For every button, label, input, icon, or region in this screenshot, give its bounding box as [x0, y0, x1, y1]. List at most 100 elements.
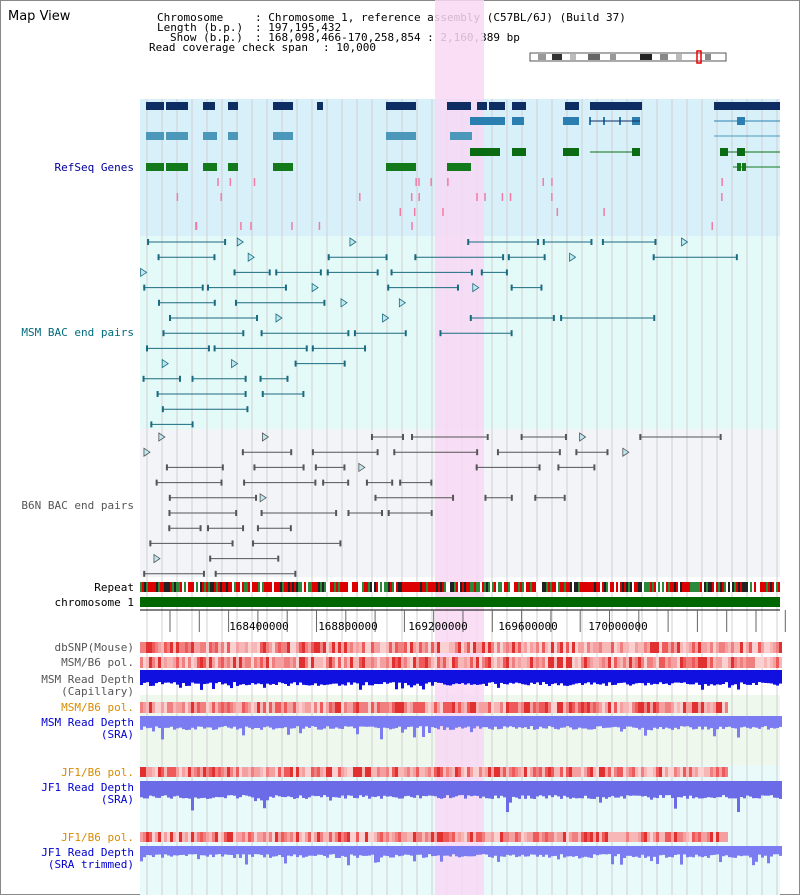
dbsnp-track-bin [518, 642, 521, 653]
dbsnp-track-bin [599, 642, 602, 653]
msm-depth-sra-bar [284, 716, 287, 728]
msm-b6-pol-track-bin [593, 657, 596, 668]
jf1-b6-pol-2-track-bin [557, 832, 560, 842]
msm-b6-pol-sra-track-bin [656, 702, 659, 713]
jf1-b6-pol-track-bin [323, 767, 326, 777]
msm-b6-pol-track-bin [512, 657, 515, 668]
repeat-element [274, 582, 276, 592]
jf1-depth-trimmed-bar [464, 846, 467, 857]
repeat-element [712, 582, 714, 592]
msm-depth-sra-bar [491, 716, 494, 730]
b6n-bac-end-pairs-end [558, 449, 561, 456]
jf1-depth-sra-bar [485, 781, 488, 799]
jf1-depth-sra-bar [269, 781, 272, 797]
track-label-jf1-b6-pol-2[interactable]: JF1/B6 pol. [61, 831, 134, 844]
jf1-b6-pol-2-track-bin [248, 832, 251, 842]
jf1-depth-sra-bar [293, 781, 296, 799]
jf1-b6-pol-2-track-bin [722, 832, 725, 842]
track-label-msm-b6-pol[interactable]: MSM/B6 pol. [61, 656, 134, 669]
track-label-msm-depth-cap[interactable]: MSM Read Depth [41, 673, 134, 686]
jf1-b6-pol-2-track-bin [692, 832, 695, 842]
jf1-b6-pol-track-bin [560, 767, 563, 777]
msm-b6-pol-sra-track-bin [299, 702, 302, 713]
dbsnp-track-bin [437, 642, 440, 653]
msm-depth-sra-bar [761, 716, 764, 728]
repeat-element [412, 582, 414, 592]
repeat-element [758, 582, 760, 592]
dbsnp-track-bin [656, 642, 659, 653]
track-label-refseq[interactable]: RefSeq Genes [54, 161, 134, 174]
track-label-msm-b6-pol-sra[interactable]: MSM/B6 pol. [61, 701, 134, 714]
msm-depth-sra-bar [257, 716, 260, 728]
msm-b6-pol-track-bin [437, 657, 440, 668]
dbsnp-track-bin [584, 642, 587, 653]
jf1-b6-pol-2-track-bin [392, 832, 395, 842]
msm-depth-sra-bar [473, 716, 476, 729]
msm-depth-capillary-bar [350, 670, 353, 685]
jf1-depth-sra-bar [362, 781, 365, 797]
msm-b6-pol-track-bin [425, 657, 428, 668]
track-label-chromosome[interactable]: chromosome 1 [54, 596, 134, 609]
jf1-b6-pol-track-bin [467, 767, 470, 777]
dbsnp-track-bin [446, 642, 449, 653]
msm-b6-pol-track-bin [242, 657, 245, 668]
msm-depth-sra-bar [683, 716, 686, 727]
track-label-repeat[interactable]: Repeat [94, 581, 134, 594]
msm-b6-pol-track-bin [740, 657, 743, 668]
jf1-depth-sra-bar [278, 781, 281, 797]
repeat-element [772, 582, 774, 592]
dbsnp-track-bin [458, 642, 461, 653]
repeat-element [396, 582, 398, 592]
track-label-jf1-depth-sra[interactable]: JF1 Read Depth [41, 781, 134, 794]
msm-depth-sra-bar [563, 716, 566, 728]
msm-depth-capillary-bar [686, 670, 689, 684]
dbsnp-track-bin [281, 642, 284, 653]
dbsnp-track-bin [707, 642, 710, 653]
jf1-b6-pol-track-bin [356, 767, 359, 777]
dbsnp-track-bin [215, 642, 218, 653]
jf1-b6-pol-track-bin [437, 767, 440, 777]
dbsnp-track-bin [530, 642, 533, 653]
jf1-depth-sra-bar [758, 781, 761, 799]
msm-depth-sra-bar [347, 716, 350, 727]
track-label-dbsnp[interactable]: dbSNP(Mouse) [54, 641, 134, 654]
track-label-b6n-bac[interactable]: B6N BAC end pairs [21, 499, 134, 512]
jf1-depth-trimmed-bar [470, 846, 473, 857]
msm-depth-capillary-bar [287, 670, 290, 686]
jf1-depth-trimmed-bar [296, 846, 299, 858]
jf1-depth-trimmed-bar [305, 846, 308, 857]
jf1-depth-sra-bar [389, 781, 392, 797]
track-label-jf1-depth-trim[interactable]: JF1 Read Depth [41, 846, 134, 859]
jf1-depth-sra-bar [446, 781, 449, 796]
jf1-depth-trimmed-bar [314, 846, 317, 856]
msm-depth-capillary-bar [446, 670, 449, 686]
jf1-depth-trimmed-bar [185, 846, 188, 856]
track-label-msm-bac[interactable]: MSM BAC end pairs [21, 326, 134, 339]
msm-b6-pol-sra-track-bin [344, 702, 347, 713]
jf1-depth-trimmed-bar [548, 846, 551, 858]
jf1-depth-sra-bar [434, 781, 437, 797]
jf1-b6-pol-track-bin [683, 767, 686, 777]
msm-b6-pol-track-bin [761, 657, 764, 668]
jf1-depth-trimmed-bar [143, 846, 146, 858]
jf1-b6-pol-track-bin [614, 767, 617, 777]
repeat-element [500, 582, 502, 592]
refseq-minor-feature [250, 222, 252, 230]
repeat-element [208, 582, 210, 592]
b6n-bac-end-pairs-end [401, 434, 404, 440]
b6n-bac-end-pairs-end [220, 479, 223, 486]
jf1-depth-trimmed-bar [236, 846, 239, 855]
dbsnp-track-bin [329, 642, 332, 653]
track-label-msm-depth-sra[interactable]: MSM Read Depth [41, 716, 134, 729]
track-label-jf1-b6-pol[interactable]: JF1/B6 pol. [61, 766, 134, 779]
msm-b6-pol-track-bin [521, 657, 524, 668]
jf1-depth-trimmed-bar [335, 846, 338, 858]
jf1-b6-pol-2-track-bin [218, 832, 221, 842]
repeat-element [394, 582, 396, 592]
jf1-b6-pol-2-track-bin [569, 832, 572, 842]
msm-depth-sra-bar [296, 716, 299, 727]
jf1-b6-pol-2-track-bin [389, 832, 392, 842]
repeat-element [430, 582, 432, 592]
jf1-depth-sra-bar [323, 781, 326, 796]
